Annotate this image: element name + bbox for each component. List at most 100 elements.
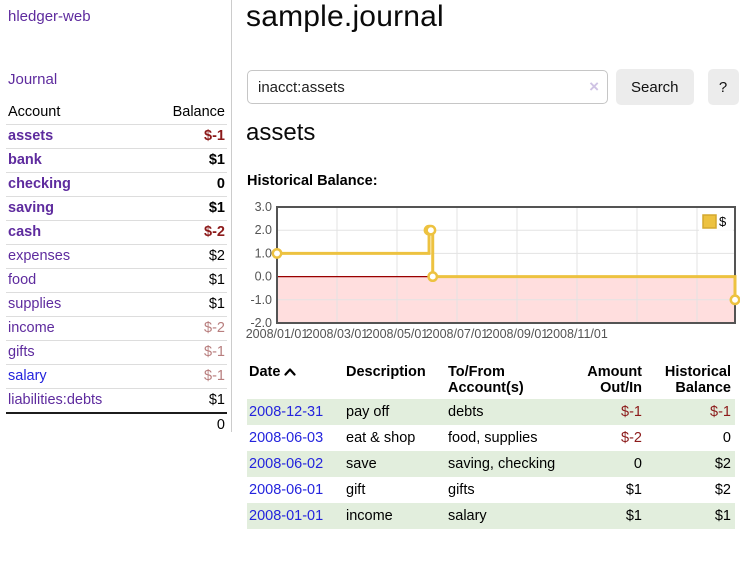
register-date-link[interactable]: 2008-06-02 bbox=[249, 456, 324, 472]
legend-swatch bbox=[702, 214, 717, 229]
chart-title: Historical Balance: bbox=[247, 173, 378, 189]
account-link-liabilities-debts[interactable]: liabilities:debts bbox=[8, 392, 103, 408]
sidebar-account-row: salary $-1 bbox=[6, 364, 227, 389]
chart-border bbox=[276, 206, 736, 324]
x-tick-label: 2008/03/01 bbox=[306, 327, 369, 341]
account-balance: $-1 bbox=[204, 368, 225, 384]
sidebar-account-row: gifts $-1 bbox=[6, 340, 227, 365]
register-header-amount: Amount Out/In bbox=[564, 361, 646, 399]
y-tick-label: 3.0 bbox=[255, 201, 272, 214]
register-accounts: salary bbox=[448, 508, 487, 524]
register-row: 2008-06-01 gift gifts $1 $2 bbox=[247, 477, 735, 503]
sidebar-account-row: cash $-2 bbox=[6, 220, 227, 245]
account-balance: 0 bbox=[216, 176, 225, 192]
register-description: gift bbox=[346, 482, 366, 498]
help-button[interactable]: ? bbox=[707, 69, 739, 105]
sidebar-account-row: income $-2 bbox=[6, 316, 227, 341]
register-balance: 0 bbox=[722, 430, 731, 446]
account-balance: $1 bbox=[208, 152, 225, 168]
chart-point bbox=[271, 247, 283, 259]
search-bar: × Search ? bbox=[247, 69, 739, 105]
register-date-link[interactable]: 2008-12-31 bbox=[249, 404, 324, 420]
register-header-description: Description bbox=[346, 364, 426, 380]
y-tick-label: -2.0 bbox=[250, 316, 272, 330]
register-amount: $1 bbox=[625, 508, 642, 524]
balance-header-line2: Balance bbox=[675, 380, 731, 396]
amount-header-line2: Out/In bbox=[600, 380, 642, 396]
y-tick-label: 1.0 bbox=[255, 246, 272, 260]
register-date-link[interactable]: 2008-06-03 bbox=[249, 430, 324, 446]
account-link-income[interactable]: income bbox=[8, 320, 55, 336]
register-amount: $-2 bbox=[621, 430, 642, 446]
x-tick-label: 2008/05/01 bbox=[366, 327, 429, 341]
account-link-saving[interactable]: saving bbox=[8, 200, 54, 216]
account-balance: $1 bbox=[208, 200, 225, 216]
accounts-table: Account Balance assets $-1 bank $1 checking 0… bbox=[6, 101, 227, 437]
accounts-header-line1: To/From bbox=[448, 364, 505, 380]
page-title: sample.journal bbox=[246, 0, 444, 33]
account-link-cash[interactable]: cash bbox=[8, 224, 42, 240]
register-balance: $-1 bbox=[710, 404, 731, 420]
balance-header-line1: Historical bbox=[664, 364, 731, 380]
x-tick-label: 2008/11/01 bbox=[546, 327, 608, 341]
register-header-row: Date Description To/From Account(s) Amou… bbox=[247, 361, 735, 399]
chart-point bbox=[729, 294, 741, 306]
account-balance: $1 bbox=[208, 272, 225, 288]
account-link-assets[interactable]: assets bbox=[8, 128, 54, 144]
y-tick-label: -1.0 bbox=[250, 293, 272, 307]
account-balance: $2 bbox=[208, 248, 225, 264]
register-amount: $-1 bbox=[621, 404, 642, 420]
x-tick-label: 2008/07/01 bbox=[426, 327, 489, 341]
register-description: save bbox=[346, 456, 377, 472]
sidebar-account-row: bank $1 bbox=[6, 148, 227, 173]
chart-point bbox=[427, 271, 439, 283]
account-link-checking[interactable]: checking bbox=[8, 176, 71, 192]
sidebar-account-row: food $1 bbox=[6, 268, 227, 293]
amount-header-line1: Amount bbox=[587, 364, 642, 380]
register-accounts: food, supplies bbox=[448, 430, 538, 446]
account-link-expenses[interactable]: expenses bbox=[8, 248, 71, 264]
y-tick-label: 0.0 bbox=[255, 270, 272, 284]
register-header-date[interactable]: Date bbox=[247, 361, 344, 399]
account-heading: assets bbox=[246, 119, 316, 146]
sidebar-account-row: liabilities:debts $1 bbox=[6, 388, 227, 413]
balance-chart: 3.0 2.0 1.0 0.0 -1.0 -2.0 2008/01/01 2008/03/01… bbox=[240, 200, 741, 348]
register-description: pay off bbox=[346, 404, 390, 420]
x-tick-label: 2008/09/01 bbox=[486, 327, 549, 341]
account-balance: $-2 bbox=[204, 224, 225, 240]
legend-label: $ bbox=[719, 214, 727, 229]
accounts-header-line2: Account(s) bbox=[448, 380, 524, 396]
sidebar-account-row: saving $1 bbox=[6, 196, 227, 221]
clear-search-icon[interactable]: × bbox=[589, 77, 599, 96]
sidebar-item-journal[interactable]: Journal bbox=[8, 71, 58, 88]
search-button[interactable]: Search bbox=[616, 69, 694, 105]
register-accounts: debts bbox=[448, 404, 484, 420]
register-balance: $2 bbox=[714, 456, 731, 472]
app-title-link[interactable]: hledger-web bbox=[8, 8, 91, 25]
account-link-gifts[interactable]: gifts bbox=[8, 344, 35, 360]
account-link-bank[interactable]: bank bbox=[8, 152, 42, 168]
accounts-header-account: Account bbox=[8, 104, 61, 120]
account-link-supplies[interactable]: supplies bbox=[8, 296, 62, 312]
sidebar-divider bbox=[231, 0, 232, 432]
account-link-food[interactable]: food bbox=[8, 272, 37, 288]
register-date-link[interactable]: 2008-06-01 bbox=[249, 482, 324, 498]
register-row: 2008-06-02 save saving, checking 0 $2 bbox=[247, 451, 735, 477]
register-accounts: saving, checking bbox=[448, 456, 556, 472]
x-tick-label: 2008/01/01 bbox=[246, 327, 309, 341]
register-row: 2008-12-31 pay off debts $-1 $-1 bbox=[247, 399, 735, 425]
accounts-header-balance: Balance bbox=[172, 104, 225, 120]
search-input[interactable] bbox=[247, 70, 608, 104]
register-description: income bbox=[346, 508, 393, 524]
register-date-link[interactable]: 2008-01-01 bbox=[249, 508, 324, 524]
account-link-salary[interactable]: salary bbox=[8, 368, 47, 384]
account-balance: $1 bbox=[208, 296, 225, 312]
accounts-total-row: 0 bbox=[6, 412, 227, 437]
accounts-header-row: Account Balance bbox=[6, 101, 227, 125]
account-balance: $-1 bbox=[204, 128, 225, 144]
register-amount: 0 bbox=[633, 456, 642, 472]
sort-ascending-icon bbox=[284, 364, 297, 380]
account-balance: $-2 bbox=[204, 320, 225, 336]
register-balance: $2 bbox=[714, 482, 731, 498]
